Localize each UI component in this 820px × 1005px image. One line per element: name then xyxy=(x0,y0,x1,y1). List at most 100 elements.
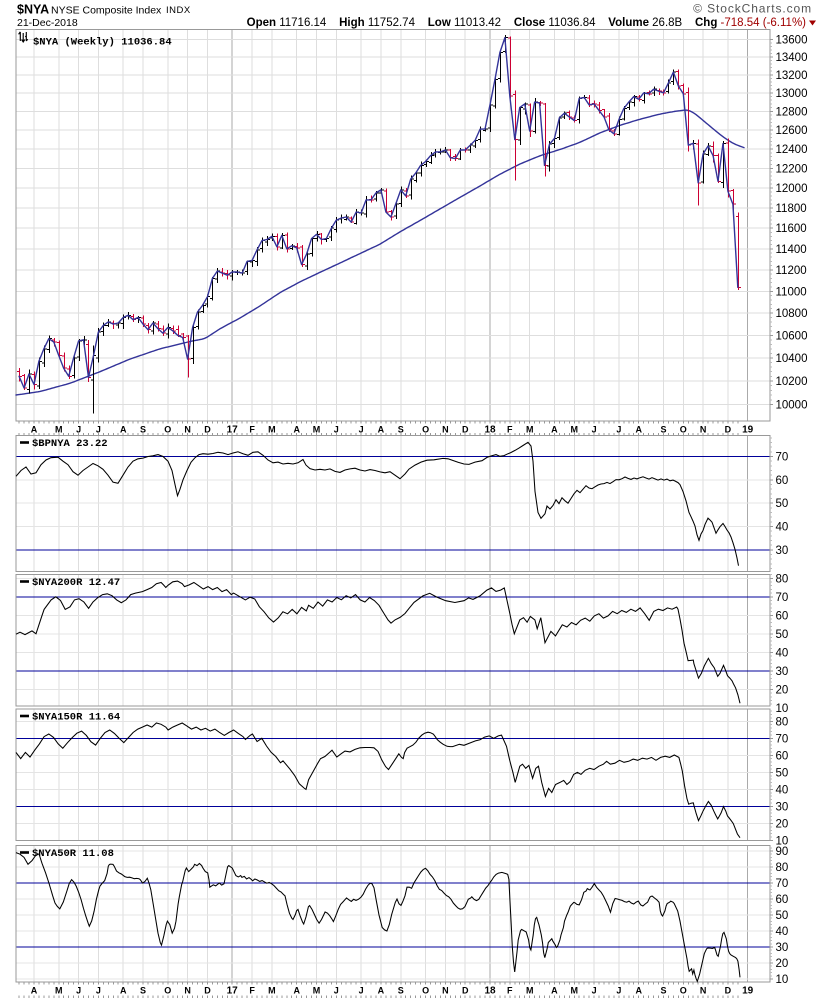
svg-text:M: M xyxy=(571,425,579,435)
svg-text:M: M xyxy=(55,986,63,996)
svg-text:A: A xyxy=(635,986,642,996)
svg-text:D: D xyxy=(725,986,732,996)
svg-text:N: N xyxy=(184,425,191,435)
svg-text:M: M xyxy=(268,425,276,435)
svg-text:11400: 11400 xyxy=(776,244,807,256)
svg-text:A: A xyxy=(378,986,385,996)
svg-text:$BPNYA 23.22: $BPNYA 23.22 xyxy=(32,438,108,450)
svg-text:18: 18 xyxy=(484,986,496,997)
svg-text:40: 40 xyxy=(776,784,789,796)
svg-text:60: 60 xyxy=(776,750,789,762)
svg-text:17: 17 xyxy=(227,986,239,997)
svg-text:30: 30 xyxy=(776,666,789,678)
svg-text:M: M xyxy=(313,986,321,996)
svg-text:21-Dec-2018: 21-Dec-2018 xyxy=(17,17,78,29)
svg-text:M: M xyxy=(571,986,579,996)
svg-text:80: 80 xyxy=(776,716,789,728)
svg-text:A: A xyxy=(551,986,558,996)
svg-text:N: N xyxy=(700,986,707,996)
svg-text:60: 60 xyxy=(776,610,789,622)
svg-text:13000: 13000 xyxy=(776,88,808,100)
svg-text:M: M xyxy=(526,986,534,996)
svg-text:A: A xyxy=(293,986,300,996)
svg-text:12400: 12400 xyxy=(776,144,808,156)
svg-text:10: 10 xyxy=(776,974,789,986)
svg-text:10200: 10200 xyxy=(776,376,808,388)
svg-text:80: 80 xyxy=(776,573,789,585)
svg-text:S: S xyxy=(140,425,146,435)
svg-text:40: 40 xyxy=(776,647,789,659)
svg-text:10000: 10000 xyxy=(776,400,808,412)
svg-text:S: S xyxy=(398,425,404,435)
svg-text:J: J xyxy=(96,986,101,996)
svg-text:M: M xyxy=(55,425,63,435)
svg-text:A: A xyxy=(120,986,127,996)
svg-text:INDX: INDX xyxy=(166,5,191,16)
svg-text:O: O xyxy=(422,425,429,435)
svg-text:NYSE Composite Index: NYSE Composite Index xyxy=(51,5,162,17)
svg-text:A: A xyxy=(120,425,127,435)
svg-text:12800: 12800 xyxy=(776,106,808,118)
svg-text:M: M xyxy=(526,425,534,435)
svg-text:$NYA (Weekly) 11036.84: $NYA (Weekly) 11036.84 xyxy=(33,37,172,49)
svg-text:$NYA200R 12.47: $NYA200R 12.47 xyxy=(32,577,120,589)
svg-text:13600: 13600 xyxy=(776,34,808,46)
svg-text:J: J xyxy=(592,425,597,435)
svg-text:17: 17 xyxy=(227,425,239,436)
svg-text:M: M xyxy=(268,986,276,996)
svg-text:Open 11716.14 High 11752.74: Open 11716.14 High 11752.74 Low 11013.42… xyxy=(247,17,807,29)
svg-text:M: M xyxy=(313,425,321,435)
svg-text:J: J xyxy=(334,986,339,996)
svg-text:© StockCharts.com: © StockCharts.com xyxy=(693,2,812,16)
svg-text:30: 30 xyxy=(776,545,789,557)
svg-text:S: S xyxy=(660,986,666,996)
svg-text:70: 70 xyxy=(776,733,789,745)
svg-text:11200: 11200 xyxy=(776,265,807,277)
svg-text:J: J xyxy=(359,986,364,996)
svg-text:J: J xyxy=(76,986,81,996)
svg-text:13200: 13200 xyxy=(776,70,808,82)
svg-text:50: 50 xyxy=(776,767,789,779)
svg-text:A: A xyxy=(293,425,300,435)
svg-text:D: D xyxy=(204,425,211,435)
svg-text:J: J xyxy=(616,425,621,435)
svg-text:J: J xyxy=(96,425,101,435)
svg-text:50: 50 xyxy=(776,498,789,510)
svg-text:10600: 10600 xyxy=(776,330,808,342)
svg-text:A: A xyxy=(378,425,385,435)
svg-text:70: 70 xyxy=(776,452,789,464)
svg-text:F: F xyxy=(507,986,513,996)
svg-text:70: 70 xyxy=(776,878,789,890)
svg-text:J: J xyxy=(592,986,597,996)
svg-text:60: 60 xyxy=(776,894,789,906)
svg-text:S: S xyxy=(660,425,666,435)
svg-text:20: 20 xyxy=(776,958,789,970)
svg-text:12600: 12600 xyxy=(776,125,808,137)
svg-text:13400: 13400 xyxy=(776,52,808,64)
svg-text:S: S xyxy=(398,986,404,996)
svg-text:20: 20 xyxy=(776,684,789,696)
svg-text:60: 60 xyxy=(776,475,789,487)
svg-text:D: D xyxy=(725,425,732,435)
svg-text:J: J xyxy=(359,425,364,435)
svg-text:70: 70 xyxy=(776,592,789,604)
svg-text:$NYA150R 11.64: $NYA150R 11.64 xyxy=(32,712,120,724)
svg-text:A: A xyxy=(31,425,38,435)
svg-text:N: N xyxy=(184,986,191,996)
svg-text:30: 30 xyxy=(776,801,789,813)
svg-text:F: F xyxy=(249,425,255,435)
svg-text:O: O xyxy=(164,425,171,435)
svg-text:J: J xyxy=(616,986,621,996)
svg-text:11800: 11800 xyxy=(776,203,807,215)
svg-text:J: J xyxy=(334,425,339,435)
svg-text:O: O xyxy=(422,986,429,996)
svg-text:$NYA50R 11.08: $NYA50R 11.08 xyxy=(32,848,114,860)
svg-text:O: O xyxy=(680,425,687,435)
svg-text:S: S xyxy=(140,986,146,996)
svg-text:11600: 11600 xyxy=(776,223,807,235)
svg-text:12000: 12000 xyxy=(776,183,808,195)
svg-text:10: 10 xyxy=(776,836,789,848)
svg-text:10: 10 xyxy=(776,703,789,715)
svg-text:80: 80 xyxy=(776,862,789,874)
svg-text:50: 50 xyxy=(776,629,789,641)
